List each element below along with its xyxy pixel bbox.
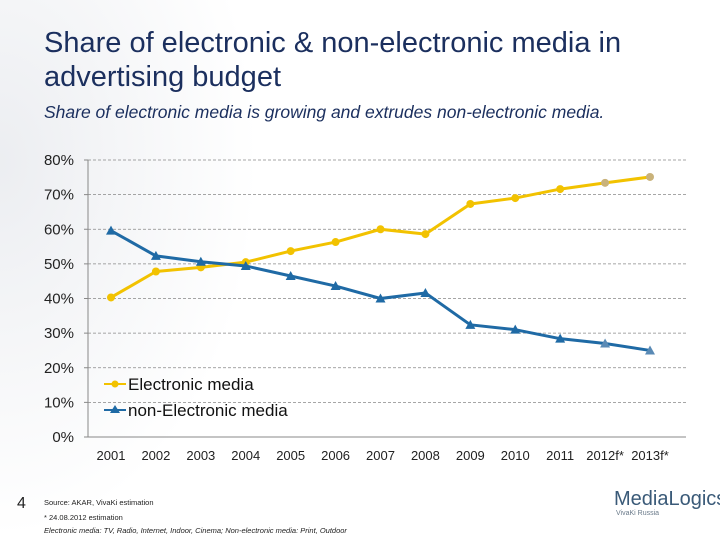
x-tick-label: 2013f* [631, 448, 669, 463]
data-point [645, 345, 655, 355]
data-point [646, 172, 654, 181]
legend-label: Electronic media [128, 375, 254, 394]
logo-subtitle: VivaKi Russia [616, 510, 660, 517]
data-point [601, 178, 610, 187]
data-point [465, 319, 476, 329]
slide-subtitle: Share of electronic media is growing and… [44, 102, 605, 122]
y-tick-label: 10% [44, 394, 74, 411]
series-line-non-electronic [110, 229, 651, 352]
data-point [331, 238, 340, 247]
y-tick-label: 20% [44, 360, 74, 377]
data-point [330, 281, 341, 291]
data-point [600, 338, 611, 348]
data-point [421, 230, 430, 239]
x-tick-label: 2002 [141, 448, 170, 463]
y-tick-label: 0% [52, 429, 74, 446]
slide-title: Share of electronic & non-electronic med… [44, 27, 622, 93]
background-decoration [0, 0, 260, 540]
data-point [150, 250, 161, 260]
x-tick-label: 2011 [546, 448, 574, 463]
x-tick-label: 2004 [231, 448, 260, 463]
y-tick-label: 70% [44, 187, 74, 204]
y-tick-label: 50% [44, 256, 74, 273]
estimation-note: * 24.08.2012 estimation [44, 513, 123, 522]
y-tick-label: 80% [44, 152, 74, 169]
y-tick-label: 60% [44, 221, 74, 238]
data-point [555, 333, 566, 343]
legend-marker-circle [111, 380, 119, 388]
data-point [285, 270, 296, 280]
data-point [466, 199, 475, 208]
data-point [511, 194, 520, 203]
y-tick-label: 40% [44, 291, 74, 308]
x-tick-label: 2008 [411, 448, 440, 463]
legend-label: non-Electronic media [128, 401, 288, 420]
data-point [286, 247, 295, 256]
x-tick-label: 2009 [456, 448, 485, 463]
page-number: 4 [17, 495, 26, 512]
medialogics-logo: MediaLogics [614, 488, 720, 510]
data-point [420, 287, 431, 297]
x-tick-label: 2003 [186, 448, 215, 463]
series-line-electronic [110, 175, 651, 299]
data-point [107, 293, 115, 302]
x-tick-label: 2006 [321, 448, 350, 463]
data-point [375, 293, 386, 303]
data-point [195, 256, 206, 266]
x-tick-label: 2010 [501, 448, 530, 463]
x-tick-label: 2001 [97, 448, 126, 463]
x-tick-label: 2007 [366, 448, 395, 463]
definition-note: Electronic media: TV, Radio, Internet, I… [44, 526, 347, 535]
x-tick-label: 2005 [276, 448, 305, 463]
data-point [106, 225, 116, 235]
data-point [151, 267, 160, 276]
data-point [240, 260, 251, 270]
x-tick-label: 2012f* [586, 448, 624, 463]
y-tick-label: 30% [44, 325, 74, 342]
source-note: Source: AKAR, VivaKi estimation [44, 498, 154, 507]
data-point [376, 225, 385, 234]
legend-marker-triangle [110, 405, 120, 413]
data-point [556, 185, 565, 194]
data-point [510, 324, 521, 334]
